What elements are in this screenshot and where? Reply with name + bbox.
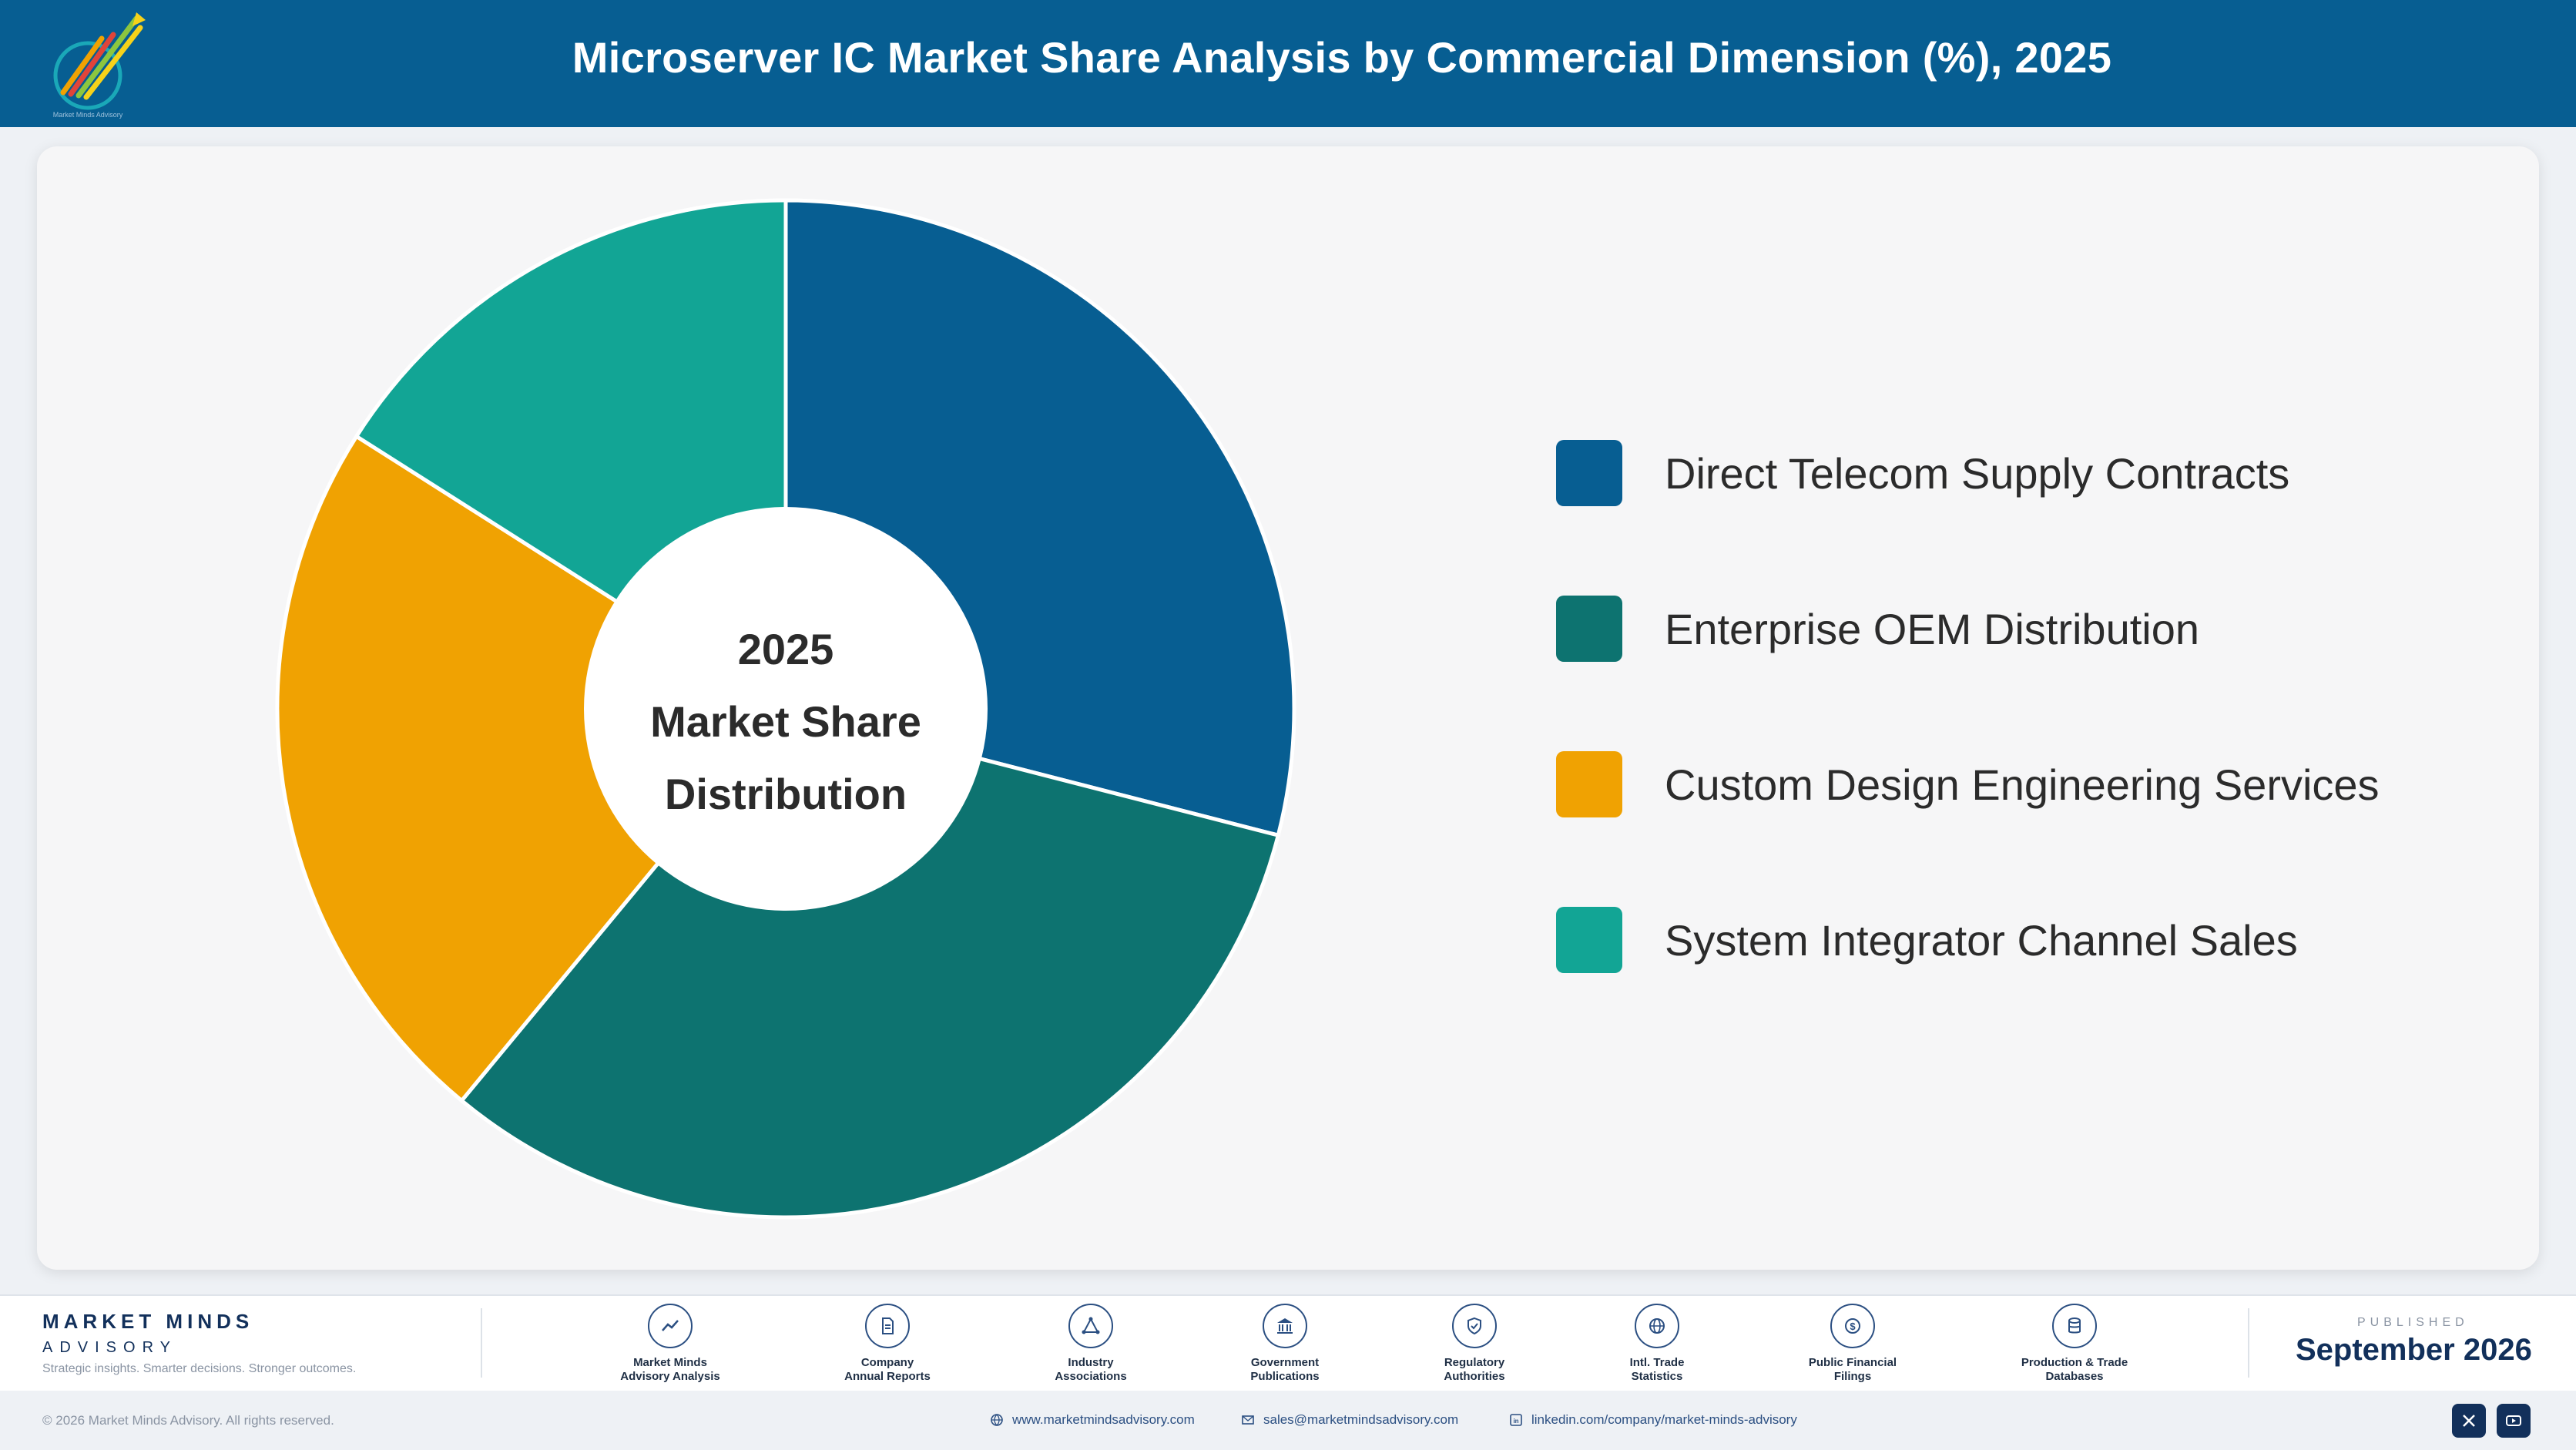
source-company-reports: Company Annual Reports — [803, 1304, 972, 1384]
source-label: Industry Associations — [1055, 1356, 1127, 1383]
published-date: September 2026 — [2296, 1333, 2532, 1367]
svg-text:Market Minds Advisory: Market Minds Advisory — [53, 111, 123, 119]
source-intl-trade-statistics: Intl. Trade Statistics — [1572, 1304, 1742, 1384]
linkedin-link[interactable]: in linkedin.com/company/market-minds-adv… — [1508, 1412, 1797, 1428]
source-label: Company Annual Reports — [844, 1356, 931, 1383]
bottom-bar — [0, 1391, 2576, 1450]
dollar-coin-icon: $ — [1830, 1304, 1875, 1348]
email-text: sales@marketmindsadvisory.com — [1263, 1412, 1459, 1427]
email-link[interactable]: sales@marketmindsadvisory.com — [1240, 1412, 1458, 1428]
network-icon — [1068, 1304, 1113, 1348]
source-regulatory-authorities: Regulatory Authorities — [1390, 1304, 1559, 1384]
svg-text:$: $ — [1850, 1321, 1856, 1332]
market-minds-logo-icon: Market Minds Advisory — [53, 12, 146, 119]
center-label-line-3: Distribution — [665, 770, 907, 818]
chart-trend-icon — [648, 1304, 693, 1348]
legend-item: Enterprise OEM Distribution — [1556, 595, 2480, 663]
legend-item: Custom Design Engineering Services — [1556, 750, 2480, 818]
globe-icon — [1635, 1304, 1679, 1348]
source-industry-associations: Industry Associations — [1006, 1304, 1176, 1384]
legend-label: Enterprise OEM Distribution — [1665, 604, 2200, 653]
globe-icon — [991, 1414, 1003, 1426]
linkedin-text: linkedin.com/company/market-minds-adviso… — [1531, 1412, 1797, 1427]
source-label: Market Minds Advisory Analysis — [620, 1356, 720, 1383]
source-label: Intl. Trade Statistics — [1629, 1356, 1685, 1383]
source-label: Government Publications — [1250, 1356, 1320, 1383]
published-label: PUBLISHED — [2357, 1316, 2469, 1329]
donut-center-hole — [584, 507, 988, 911]
website-text: www.marketmindsadvisory.com — [1012, 1412, 1195, 1427]
database-icon — [2052, 1304, 2097, 1348]
youtube-social-button[interactable] — [2497, 1404, 2531, 1438]
copyright-text: © 2026 Market Minds Advisory. All rights… — [42, 1413, 334, 1428]
brand-name: MARKET MINDS — [42, 1310, 254, 1333]
pie-slice-enterprise-oem-distribution — [458, 707, 1281, 1220]
page-title: Microserver IC Market Share Analysis by … — [572, 33, 2112, 82]
linkedin-icon: in — [1510, 1414, 1522, 1426]
legend-label: Custom Design Engineering Services — [1665, 760, 2380, 809]
pie-slice-custom-design-engineering-services — [275, 433, 789, 1104]
brand-tagline: Strategic insights. Smarter decisions. S… — [42, 1362, 357, 1375]
government-building-icon — [1263, 1304, 1307, 1348]
svg-text:in: in — [1513, 1418, 1518, 1425]
legend-swatch — [1556, 751, 1622, 817]
shield-icon — [1452, 1304, 1497, 1348]
source-label: Production & Trade Databases — [2021, 1356, 2128, 1383]
legend-swatch — [1556, 440, 1622, 506]
x-icon — [2463, 1415, 2475, 1427]
document-icon — [865, 1304, 910, 1348]
legend-label: System Integrator Channel Sales — [1665, 915, 2298, 965]
source-label: Public Financial Filings — [1808, 1356, 1897, 1383]
legend-label: Direct Telecom Supply Contracts — [1665, 448, 2290, 498]
source-market-minds-analysis: Market Minds Advisory Analysis — [585, 1304, 755, 1384]
legend-item: System Integrator Channel Sales — [1556, 906, 2480, 974]
center-label-line-2: Market Share — [650, 697, 921, 746]
x-social-button[interactable] — [2452, 1404, 2486, 1438]
brand-subtitle: ADVISORY — [42, 1339, 177, 1356]
legend-swatch — [1556, 907, 1622, 973]
source-label: Regulatory Authorities — [1444, 1356, 1505, 1383]
legend-item: Direct Telecom Supply Contracts — [1556, 439, 2480, 507]
source-production-trade-databases: Production & Trade Databases — [1990, 1304, 2159, 1384]
website-link[interactable]: www.marketmindsadvisory.com — [989, 1412, 1195, 1428]
mail-icon — [1242, 1415, 1254, 1425]
youtube-icon — [2506, 1415, 2521, 1426]
source-government-publications: Government Publications — [1200, 1304, 1370, 1384]
source-public-financial-filings: $ Public Financial Filings — [1768, 1304, 1937, 1384]
center-label-line-1: 2025 — [738, 625, 834, 673]
header-bar: Market Minds Advisory Microserver IC Mar… — [0, 0, 2576, 127]
legend-swatch — [1556, 596, 1622, 662]
footer-divider — [2248, 1308, 2249, 1378]
footer-divider — [481, 1308, 482, 1378]
